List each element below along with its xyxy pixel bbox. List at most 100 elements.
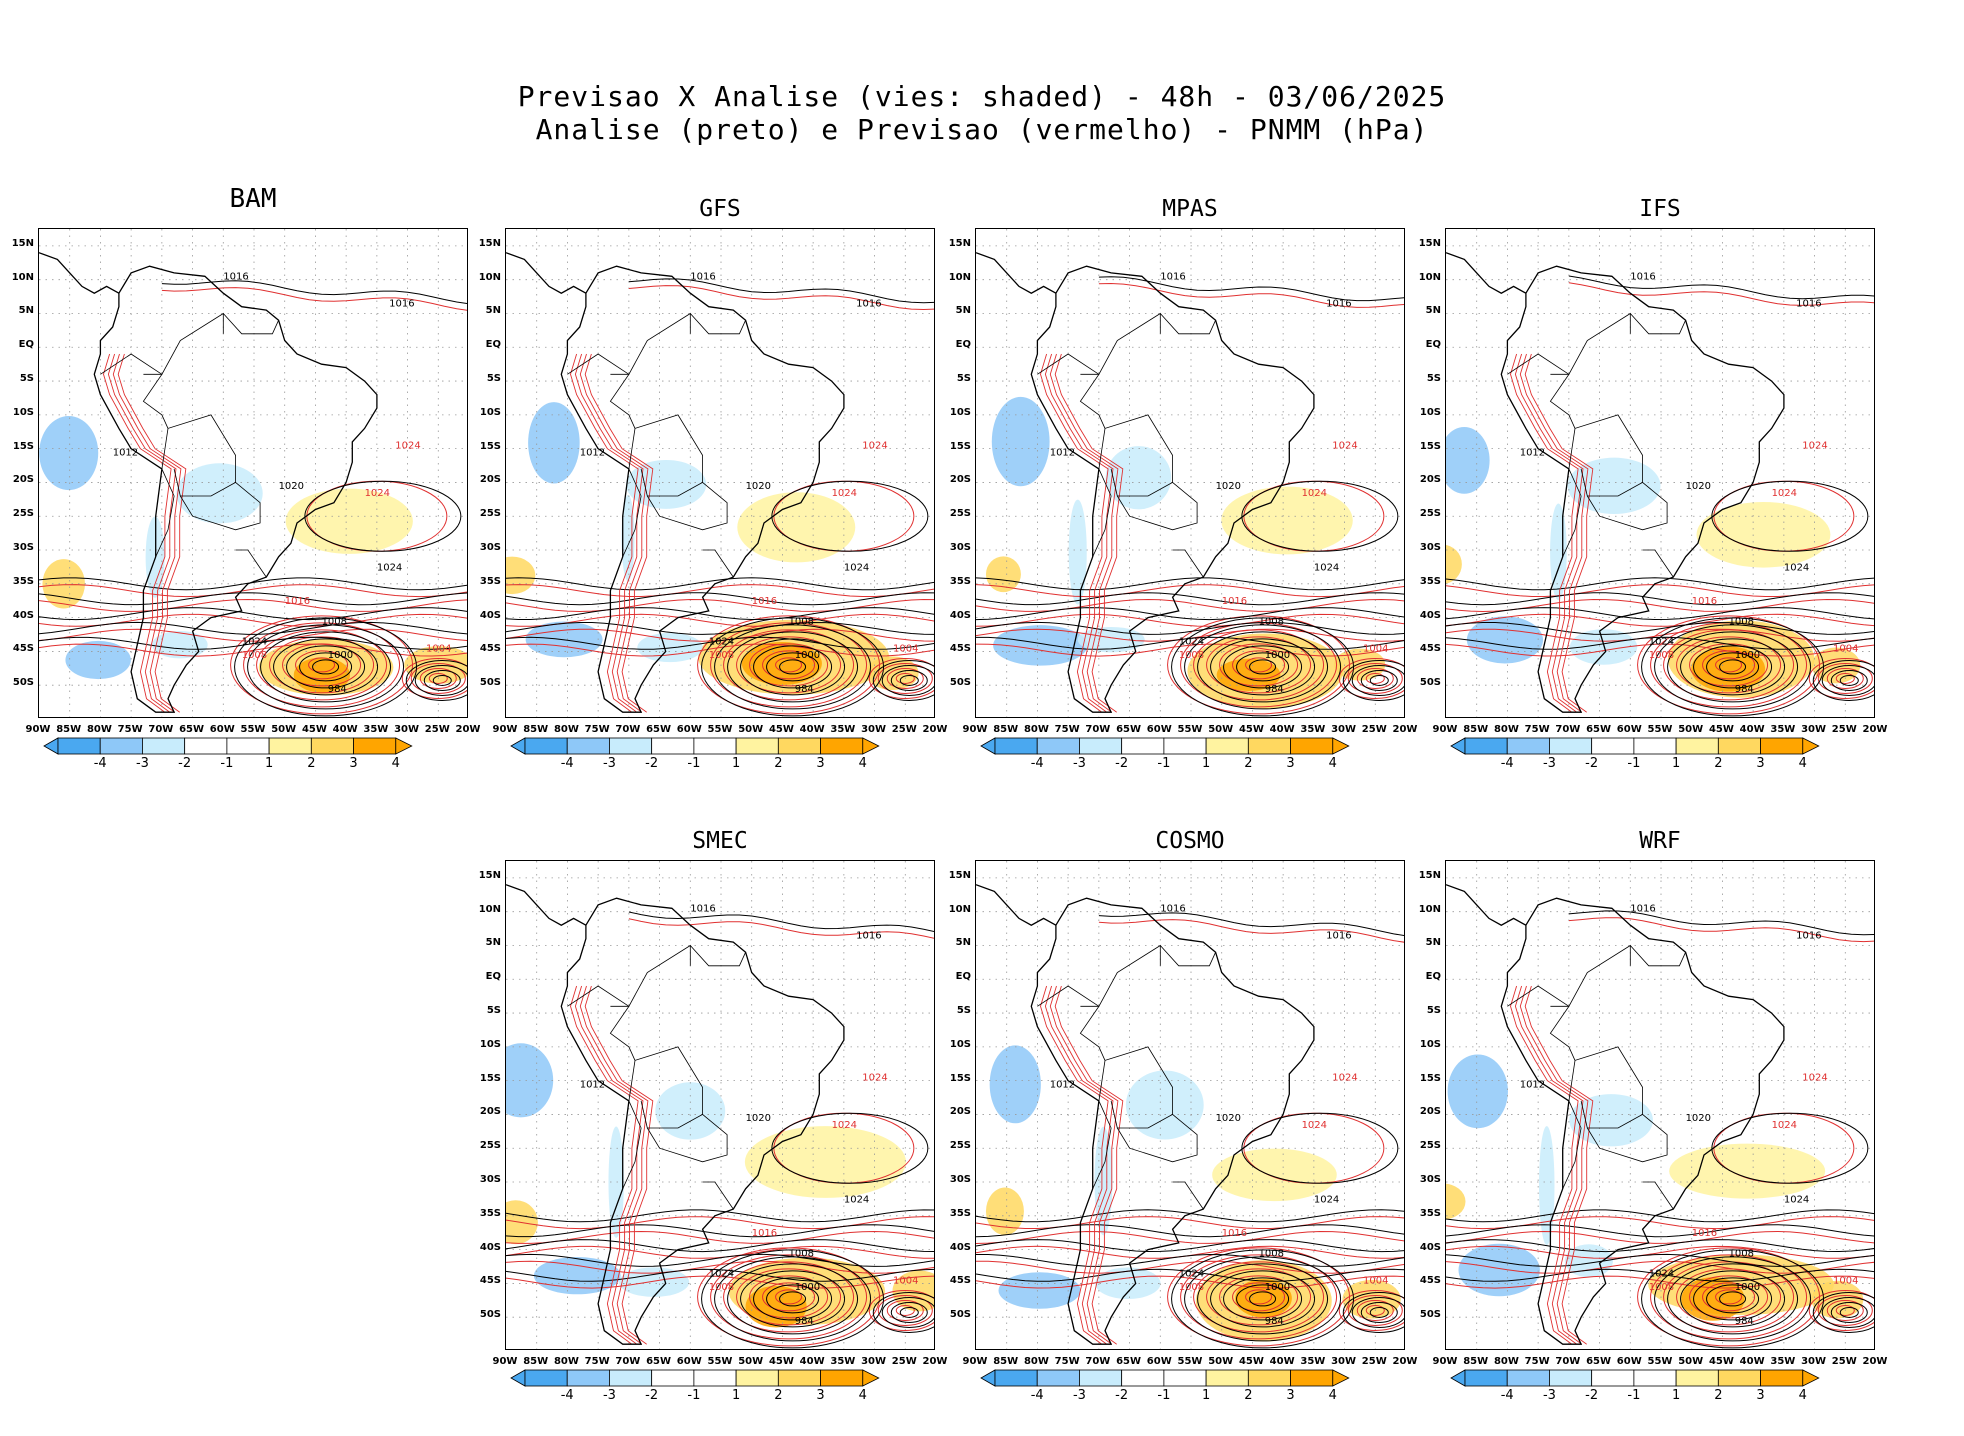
- x-tick-label: 65W: [1116, 724, 1142, 735]
- forecast-contour-label: 1024: [395, 441, 420, 452]
- x-tick-label: 40W: [1269, 724, 1295, 735]
- colorbar-segment: [1036, 1369, 1080, 1387]
- colorbar-label: -4: [1030, 756, 1044, 771]
- colorbar-segment: [1506, 1369, 1550, 1387]
- colorbar-segment: [1121, 737, 1165, 755]
- y-tick-label: 40S: [949, 1241, 971, 1253]
- colorbar-label: 1: [1671, 1388, 1681, 1403]
- y-tick-label: 30S: [479, 542, 501, 554]
- forecast-contour: [749, 1275, 829, 1319]
- analysis-contour-label: 1012: [580, 1079, 605, 1090]
- analysis-contour: [506, 621, 934, 635]
- x-tick-label: 70W: [1085, 724, 1111, 735]
- analysis-contour: [753, 645, 833, 689]
- y-tick-label: 5N: [955, 937, 971, 949]
- y-tick-label: 40S: [949, 609, 971, 621]
- analysis-contour-label: 1008: [322, 616, 347, 627]
- y-tick-label: 15N: [948, 869, 971, 881]
- forecast-contour-label: 1004: [1833, 1275, 1858, 1286]
- forecast-contour-label: 1008: [1179, 1282, 1204, 1293]
- colorbar-label: -1: [220, 756, 234, 771]
- country-border: [1098, 414, 1173, 497]
- analysis-contour: [299, 652, 353, 682]
- y-tick-label: 10N: [948, 903, 971, 915]
- bias-shading: [1691, 646, 1766, 692]
- analysis-contour: [1342, 1291, 1404, 1333]
- analysis-contour-label: 1000: [1265, 650, 1290, 661]
- x-tick-label: 50W: [1678, 1356, 1704, 1367]
- colorbar-segment: [1450, 737, 1466, 755]
- country-border: [179, 482, 261, 531]
- colorbar-label: 1: [1671, 756, 1681, 771]
- analysis-contour: [1821, 664, 1874, 696]
- x-tick-label: 25W: [1831, 724, 1857, 735]
- y-tick-label: 35S: [949, 1207, 971, 1219]
- y-tick-label: 30S: [12, 542, 34, 554]
- colorbar-label: -3: [1072, 1388, 1086, 1403]
- forecast-contour-label: 1024: [832, 1120, 857, 1131]
- colorbar-segment: [1760, 737, 1804, 755]
- x-tick-label: 45W: [301, 724, 327, 735]
- colorbar: -4 -3 -2 -1 1 2 3 4: [38, 736, 468, 786]
- colorbar-label: -4: [560, 1388, 574, 1403]
- country-border: [702, 1181, 734, 1210]
- analysis-contour-label: 1000: [795, 1282, 820, 1293]
- forecast-contour: [1245, 1289, 1273, 1305]
- analysis-contour-label: 1020: [746, 481, 771, 492]
- analysis-contour: [727, 631, 859, 703]
- analysis-contour-label: 1012: [580, 447, 605, 458]
- colorbar-segment: [1464, 1369, 1508, 1387]
- country-border: [1172, 549, 1204, 578]
- panel-cosmo: COSMO 1016 1016 1012 1020 1024 1024 1008 1000 984…: [949, 828, 1418, 1403]
- analysis-contour: [1719, 1291, 1747, 1307]
- country-border: [690, 945, 746, 967]
- x-tick-label: 80W: [1023, 724, 1049, 735]
- colorbar-label: -3: [602, 1388, 616, 1403]
- analysis-contour-label: 1016: [1160, 272, 1185, 283]
- analysis-contour: [414, 664, 467, 696]
- forecast-contour: [1193, 1261, 1325, 1333]
- analysis-contour: [628, 911, 934, 933]
- y-tick-label: 45S: [1419, 1275, 1441, 1287]
- x-tick-label: 75W: [1054, 724, 1080, 735]
- analysis-contour-label: 1016: [1326, 931, 1351, 942]
- colorbar-label: -1: [1157, 756, 1171, 771]
- x-tick-label: 50W: [1678, 724, 1704, 735]
- colorbar-segment: [524, 1369, 568, 1387]
- colorbar-label: -2: [1115, 1388, 1129, 1403]
- map-svg: 1016 1016 1012 1020 1024 1024 1008 1000 984 1024 1…: [506, 861, 934, 1349]
- x-tick-label: 70W: [1555, 724, 1581, 735]
- forecast-contour: [976, 584, 1404, 598]
- forecast-contour: [1568, 917, 1874, 943]
- analysis-contour: [1241, 480, 1399, 552]
- forecast-contour: [401, 657, 467, 699]
- analysis-contour: [976, 577, 1404, 591]
- y-tick-label: 5S: [1426, 373, 1441, 385]
- y-tick-label: 20S: [12, 474, 34, 486]
- analysis-contour: [1446, 636, 1874, 650]
- x-tick-label: 90W: [492, 724, 518, 735]
- forecast-contour: [1206, 1268, 1312, 1326]
- forecast-contour: [1663, 1261, 1795, 1333]
- analysis-contour: [976, 1268, 1404, 1282]
- x-tick-label: 30W: [1801, 724, 1827, 735]
- forecast-contour: [1835, 672, 1855, 684]
- x-tick-label: 70W: [615, 1356, 641, 1367]
- forecast-contour: [1446, 643, 1874, 657]
- forecast-contour: [506, 1230, 934, 1244]
- colorbar-segment: [1633, 737, 1677, 755]
- analysis-contour: [39, 577, 467, 591]
- forecast-contour: [269, 636, 375, 694]
- bias-shading: [152, 630, 208, 659]
- y-tick-label: 20S: [949, 474, 971, 486]
- country-border: [1550, 944, 1631, 1007]
- colorbar-label: 2: [307, 756, 316, 771]
- forecast-contour: [1245, 657, 1273, 673]
- colorbar-segment: [820, 1369, 864, 1387]
- colorbar-label: -2: [1115, 756, 1129, 771]
- y-tick-label: 35S: [1419, 1207, 1441, 1219]
- forecast-contour: [1180, 1254, 1338, 1340]
- colorbar-label: 3: [1756, 1388, 1765, 1403]
- analysis-contour: [1711, 480, 1869, 552]
- forecast-contour-label: 1004: [893, 1275, 918, 1286]
